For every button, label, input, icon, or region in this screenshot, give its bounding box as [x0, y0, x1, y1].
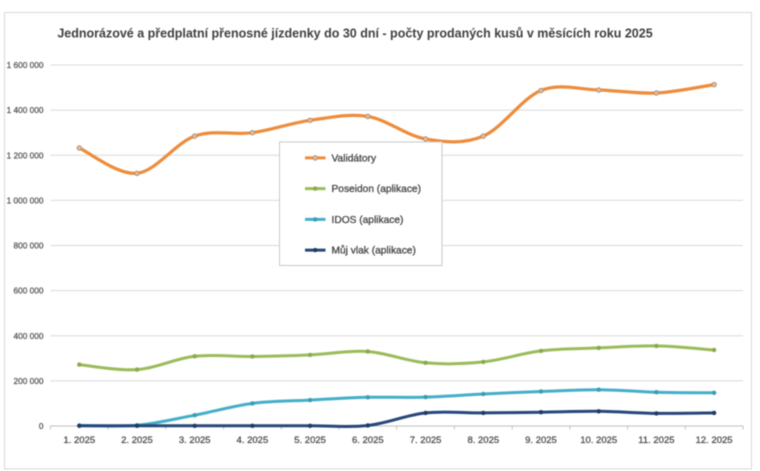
svg-text:1. 2025: 1. 2025: [63, 435, 95, 446]
svg-text:3. 2025: 3. 2025: [179, 435, 211, 446]
svg-text:8. 2025: 8. 2025: [467, 435, 499, 446]
svg-text:5. 2025: 5. 2025: [294, 435, 326, 446]
svg-text:6. 2025: 6. 2025: [352, 435, 384, 446]
svg-text:9. 2025: 9. 2025: [525, 435, 557, 446]
svg-text:1 400 000: 1 400 000: [7, 105, 44, 115]
svg-text:2. 2025: 2. 2025: [121, 435, 153, 446]
svg-text:1 600 000: 1 600 000: [7, 60, 44, 70]
svg-text:1 200 000: 1 200 000: [7, 150, 44, 160]
svg-text:7. 2025: 7. 2025: [410, 435, 442, 446]
svg-text:Můj vlak (aplikace): Můj vlak (aplikace): [332, 245, 416, 257]
svg-text:IDOS (aplikace): IDOS (aplikace): [332, 215, 404, 226]
svg-text:Jednorázové a předplatní přeno: Jednorázové a předplatní přenosné jízden…: [57, 27, 652, 41]
svg-text:4. 2025: 4. 2025: [237, 435, 269, 446]
svg-text:0: 0: [39, 421, 44, 431]
svg-text:10. 2025: 10. 2025: [580, 435, 617, 446]
svg-text:800 000: 800 000: [14, 241, 44, 251]
svg-text:12. 2025: 12. 2025: [696, 435, 733, 446]
svg-text:Poseidon (aplikace): Poseidon (aplikace): [332, 184, 421, 195]
svg-text:11. 2025: 11. 2025: [638, 435, 674, 446]
svg-text:200 000: 200 000: [14, 376, 44, 386]
svg-text:1 000 000: 1 000 000: [7, 195, 44, 205]
svg-text:Validátory: Validátory: [332, 154, 377, 165]
svg-text:600 000: 600 000: [14, 286, 44, 296]
svg-text:400 000: 400 000: [14, 331, 44, 341]
